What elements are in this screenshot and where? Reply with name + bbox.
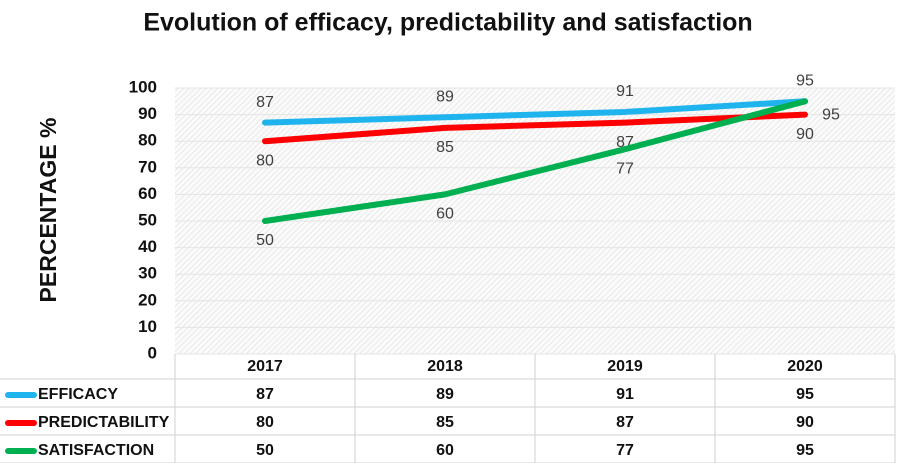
series-line (262, 111, 808, 145)
x-tick-label: 2020 (787, 358, 823, 375)
y-tick-label: 100 (129, 77, 157, 96)
y-tick-label: 50 (138, 210, 157, 229)
data-label: 50 (256, 232, 274, 249)
series-line (262, 98, 808, 126)
table-cell: 95 (796, 442, 814, 459)
y-tick-label: 10 (138, 317, 157, 336)
y-tick-label: 0 (148, 343, 157, 362)
table-cell: 89 (436, 386, 454, 403)
data-label: 80 (256, 152, 274, 169)
table-cell: 80 (256, 414, 274, 431)
table-cell: 60 (436, 442, 454, 459)
table-cell: 95 (796, 386, 814, 403)
x-tick-label: 2018 (427, 358, 463, 375)
data-label: 95 (822, 107, 840, 124)
legend-label: PREDICTABILITY (38, 414, 170, 431)
data-label: 77 (616, 160, 634, 177)
table-cell: 50 (256, 442, 274, 459)
data-label: 91 (616, 83, 634, 100)
data-label: 85 (436, 139, 454, 156)
data-label: 90 (796, 126, 814, 143)
y-tick-label: 90 (138, 104, 157, 123)
y-tick-label: 70 (138, 157, 157, 176)
y-tick-label: 80 (138, 131, 157, 150)
table-cell: 85 (436, 414, 454, 431)
chart-title: Evolution of efficacy, predictability an… (143, 9, 752, 37)
y-axis-title: PERCENTAGE % (35, 118, 61, 303)
y-tick-label: 60 (138, 184, 157, 203)
data-label: 87 (256, 94, 274, 111)
y-tick-label: 40 (138, 237, 157, 256)
table-cell: 77 (616, 442, 634, 459)
table-cell: 90 (796, 414, 814, 431)
table-cell: 87 (616, 414, 634, 431)
series-line (262, 98, 808, 224)
y-tick-label: 30 (138, 264, 157, 283)
table-cell: 87 (256, 386, 274, 403)
legend-label: EFFICACY (38, 386, 118, 403)
data-label: 60 (436, 206, 454, 223)
table-cell: 91 (616, 386, 634, 403)
x-tick-label: 2017 (247, 358, 283, 375)
data-label: 89 (436, 88, 454, 105)
data-label: 95 (796, 73, 814, 90)
y-tick-label: 20 (138, 290, 157, 309)
legend-label: SATISFACTION (38, 442, 154, 459)
x-tick-label: 2019 (607, 358, 643, 375)
